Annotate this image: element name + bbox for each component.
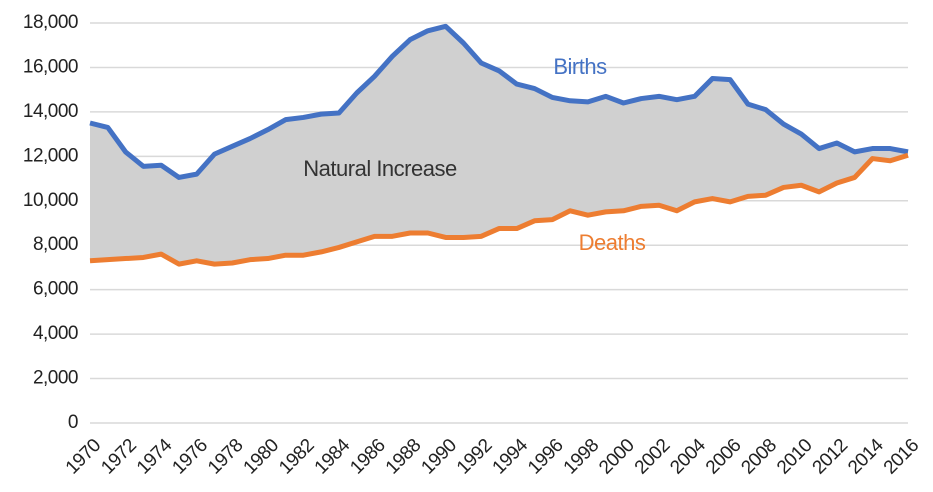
area-label: Natural Increase — [303, 156, 457, 181]
x-tick-label: 1970 — [62, 435, 105, 478]
y-tick-label: 14,000 — [23, 101, 78, 122]
x-tick-label: 2000 — [595, 435, 638, 478]
x-tick-label: 2016 — [880, 435, 923, 478]
line-layer — [89, 23, 909, 267]
x-tick-label: 2014 — [844, 435, 888, 479]
x-tick-label: 1988 — [382, 435, 425, 478]
natural-increase-area — [90, 26, 908, 265]
x-tick-label: 1984 — [311, 435, 355, 479]
x-tick-label: 1978 — [204, 435, 247, 478]
x-tick-label: 2004 — [666, 435, 710, 479]
y-tick-label: 6,000 — [33, 279, 78, 300]
series-line — [89, 23, 909, 180]
x-tick-label: 2008 — [737, 435, 780, 478]
y-tick-label: 10,000 — [23, 190, 78, 211]
series-label: Deaths — [579, 230, 646, 255]
y-tick-label: 4,000 — [33, 323, 78, 344]
y-tick-label: 2,000 — [33, 368, 78, 389]
x-tick-label: 2012 — [809, 435, 852, 478]
x-tick-label: 1990 — [417, 435, 460, 478]
series-line — [89, 152, 909, 267]
x-tick-label: 1974 — [133, 435, 177, 479]
x-tick-label: 1998 — [560, 435, 603, 478]
x-tick-label: 1996 — [524, 435, 567, 478]
x-tick-label: 1994 — [489, 435, 533, 479]
x-tick-label: 1992 — [453, 435, 496, 478]
area-layer — [90, 26, 908, 265]
x-tick-label: 1976 — [168, 435, 211, 478]
x-tick-label: 1980 — [240, 435, 283, 478]
y-tick-label: 18,000 — [23, 12, 78, 33]
x-tick-label: 2006 — [702, 435, 745, 478]
series-label: Births — [553, 54, 607, 79]
y-tick-label: 16,000 — [23, 56, 78, 77]
y-tick-label: 12,000 — [23, 145, 78, 166]
y-tick-label: 0 — [68, 412, 78, 433]
y-tick-label: 8,000 — [33, 234, 78, 255]
x-tick-label: 2010 — [773, 435, 816, 478]
x-tick-label: 2002 — [631, 435, 674, 478]
x-tick-label: 1972 — [97, 435, 140, 478]
x-tick-label: 1986 — [346, 435, 389, 478]
x-tick-label: 1982 — [275, 435, 318, 478]
